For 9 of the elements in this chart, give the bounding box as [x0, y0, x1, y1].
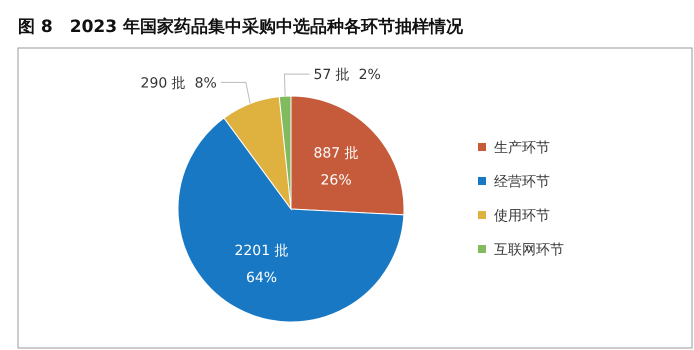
- legend-label: 互联网环节: [494, 242, 564, 258]
- data-label: 887 批 26%: [313, 146, 359, 189]
- data-label: 57 批 2%: [313, 67, 381, 84]
- data-label: 2201 批 64%: [234, 243, 289, 286]
- legend-label: 使用环节: [494, 208, 550, 224]
- legend-label: 经营环节: [494, 174, 550, 190]
- data-label: 290 批 8%: [140, 75, 217, 92]
- legend-label: 生产环节: [494, 140, 550, 156]
- chart-title: 图 8 2023 年国家药品集中采购中选品种各环节抽样情况: [18, 17, 464, 37]
